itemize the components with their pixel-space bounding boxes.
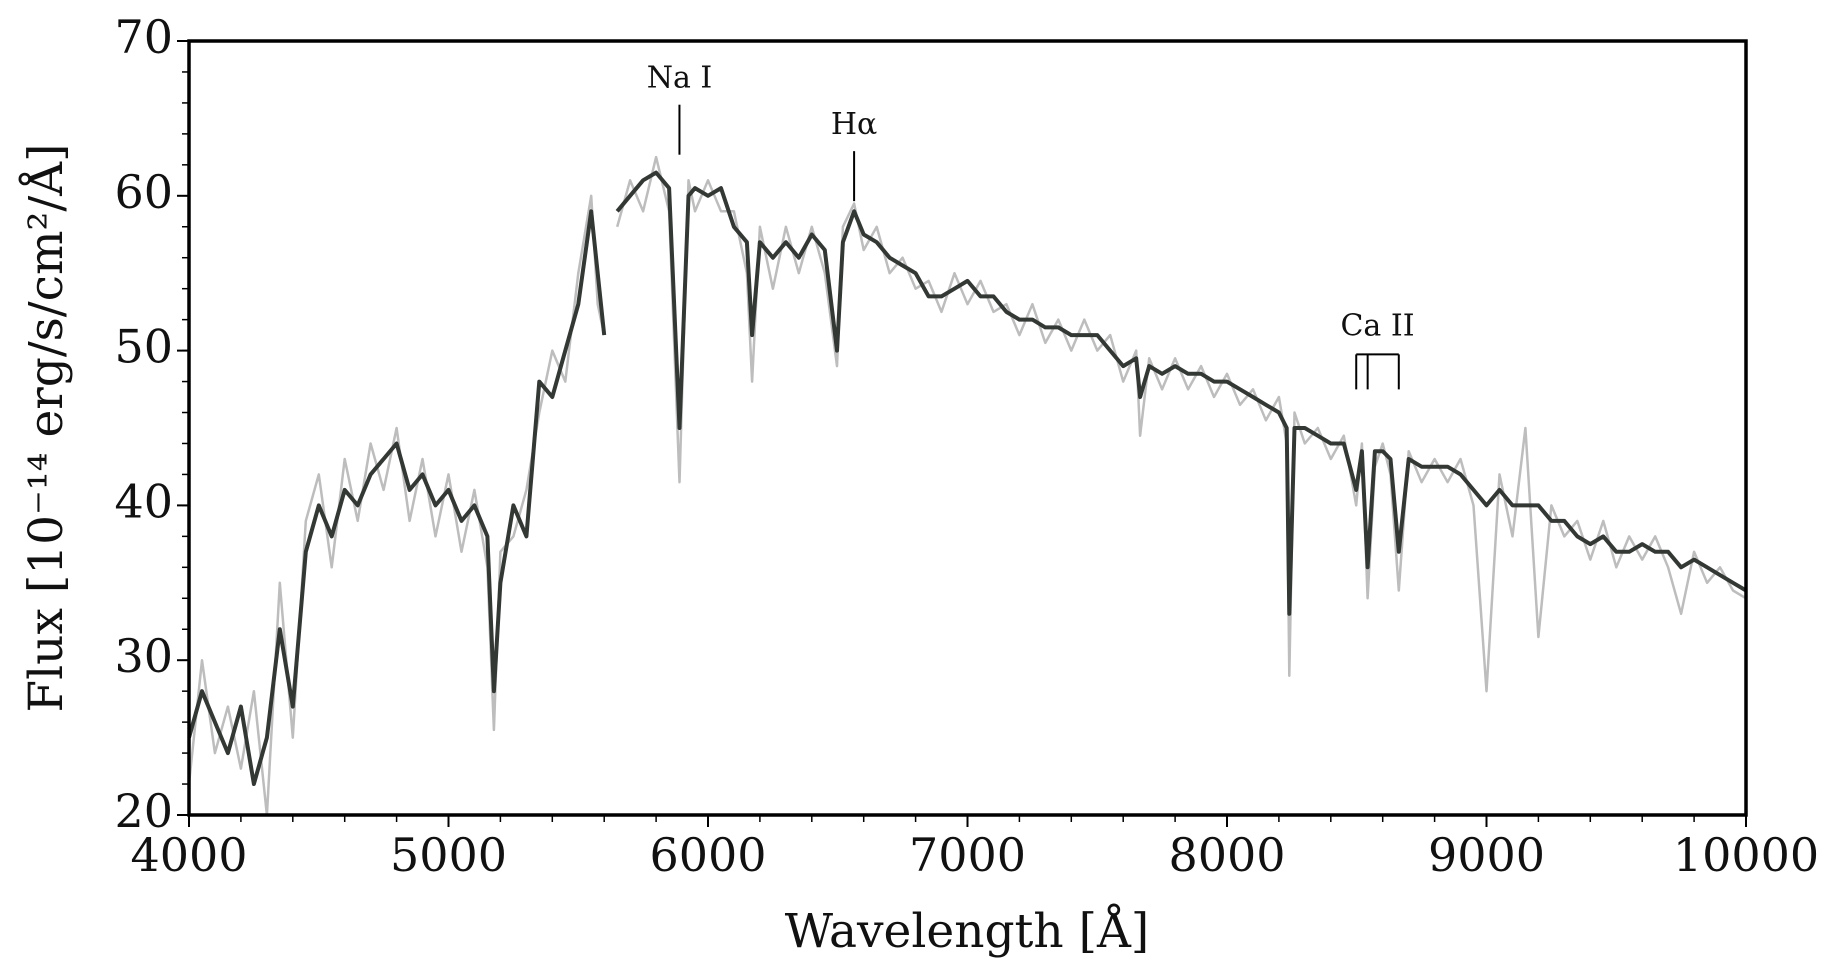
y-tick-label: 50 — [114, 320, 173, 374]
annotation-label: Ca II — [1340, 308, 1414, 343]
x-tick-label: 10000 — [1673, 828, 1819, 882]
spectrum-line — [189, 155, 1746, 815]
x-tick-label: 9000 — [1428, 828, 1545, 882]
x-tick-label: 4000 — [130, 828, 247, 882]
x-tick-label: 6000 — [649, 828, 766, 882]
x-tick-label: 5000 — [390, 828, 507, 882]
annotation-label: Hα — [831, 107, 877, 142]
y-tick-label: 70 — [114, 10, 173, 64]
y-tick-label: 30 — [114, 629, 173, 683]
y-axis-label: Flux [10⁻¹⁴ erg/s/cm²/Å] — [18, 144, 74, 713]
plot-frame — [187, 39, 1748, 817]
spectrum-line — [189, 170, 1746, 786]
y-tick-label: 60 — [114, 165, 173, 219]
x-tick-label: 7000 — [909, 828, 1026, 882]
y-tick-label: 40 — [114, 474, 173, 528]
x-tick-label: 8000 — [1168, 828, 1285, 882]
x-axis-label: Wavelength [Å] — [785, 903, 1150, 959]
y-tick-label: 20 — [114, 784, 173, 838]
annotation-label: Na I — [647, 61, 713, 96]
